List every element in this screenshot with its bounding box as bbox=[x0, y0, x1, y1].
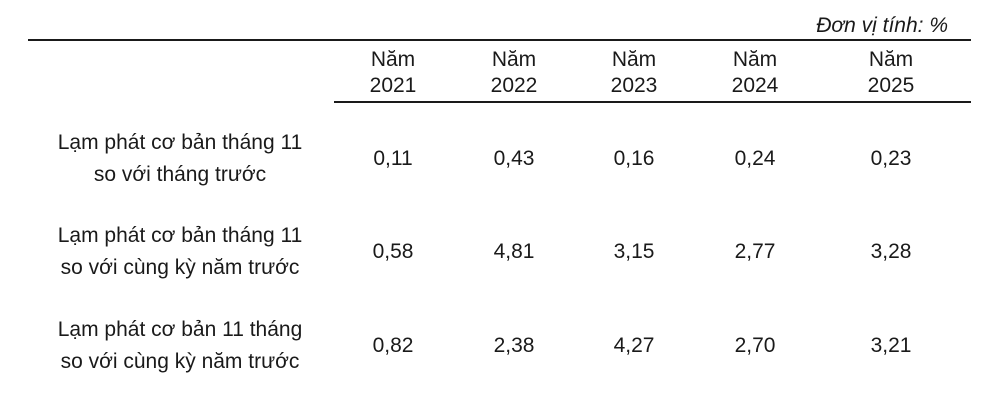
cell-value: 0,24 bbox=[734, 147, 776, 170]
row-label-monthly-yoy: Lạm phát cơ bản tháng 11 so với cùng kỳ … bbox=[30, 220, 330, 284]
cell-value: 0,43 bbox=[493, 147, 535, 170]
table-top-rule bbox=[28, 39, 971, 41]
column-header-line1: Năm bbox=[491, 48, 537, 71]
cell-value: 0,23 bbox=[870, 147, 912, 170]
column-header-line1: Năm bbox=[732, 48, 778, 71]
cell-value: 0,11 bbox=[373, 147, 413, 170]
cell-value: 0,16 bbox=[613, 147, 655, 170]
cell-value: 0,58 bbox=[372, 240, 414, 263]
column-header-2023: Năm 2023 bbox=[574, 47, 694, 99]
cell-value: 3,28 bbox=[870, 240, 912, 263]
column-header-line1: Năm bbox=[611, 48, 657, 71]
cell-value: 2,70 bbox=[734, 334, 776, 357]
cell-value: 0,82 bbox=[372, 334, 414, 357]
row-label-line2: so với cùng kỳ năm trước bbox=[60, 350, 300, 373]
column-header-2024: Năm 2024 bbox=[695, 47, 815, 99]
row-label-line2: so với cùng kỳ năm trước bbox=[60, 256, 300, 279]
row-label-line1: Lạm phát cơ bản 11 tháng bbox=[57, 318, 303, 341]
cell-value: 4,81 bbox=[493, 240, 535, 263]
cell-value: 4,27 bbox=[613, 334, 655, 357]
cell-value: 3,21 bbox=[870, 334, 912, 357]
unit-label: Đơn vị tính: % bbox=[816, 14, 948, 37]
column-header-year: 2023 bbox=[610, 74, 658, 97]
column-header-line1: Năm bbox=[370, 48, 416, 71]
column-header-2021: Năm 2021 bbox=[333, 47, 453, 99]
column-header-year: 2025 bbox=[867, 74, 915, 97]
header-bottom-rule bbox=[334, 101, 971, 103]
row-label-line1: Lạm phát cơ bản tháng 11 bbox=[57, 224, 303, 247]
column-header-year: 2021 bbox=[369, 74, 417, 97]
cell-value: 3,15 bbox=[613, 240, 655, 263]
cell-value: 2,38 bbox=[493, 334, 535, 357]
column-header-2022: Năm 2022 bbox=[454, 47, 574, 99]
row-label-line2: so với tháng trước bbox=[93, 163, 267, 186]
column-header-year: 2022 bbox=[490, 74, 538, 97]
column-header-line1: Năm bbox=[868, 48, 914, 71]
column-header-year: 2024 bbox=[731, 74, 779, 97]
cell-value: 2,77 bbox=[734, 240, 776, 263]
column-header-2025: Năm 2025 bbox=[831, 47, 951, 99]
row-label-ytd-yoy: Lạm phát cơ bản 11 tháng so với cùng kỳ … bbox=[30, 314, 330, 378]
row-label-line1: Lạm phát cơ bản tháng 11 bbox=[57, 131, 303, 154]
row-label-monthly-mom: Lạm phát cơ bản tháng 11 so với tháng tr… bbox=[30, 127, 330, 191]
